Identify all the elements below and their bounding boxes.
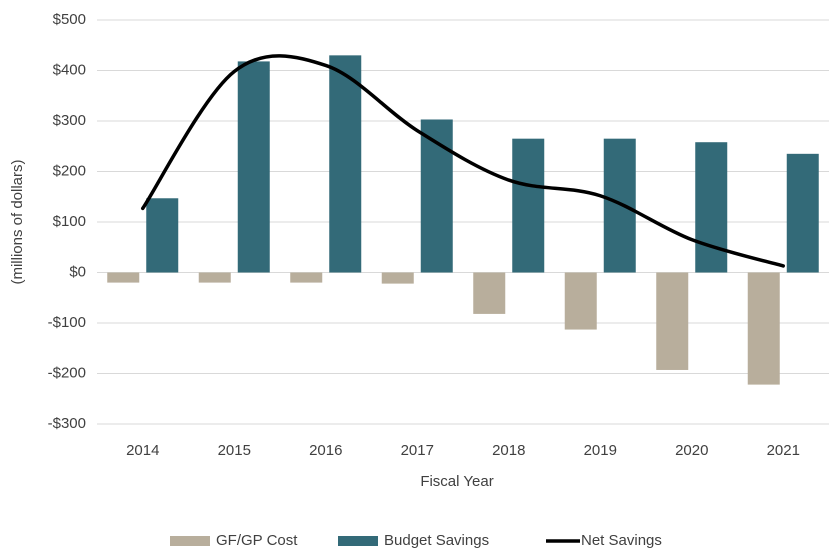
line <box>141 54 785 268</box>
y-tick-label: -$200 <box>48 364 86 381</box>
bar <box>747 272 780 385</box>
bar <box>381 272 414 284</box>
y-tick-label: $200 <box>53 162 86 179</box>
x-axis-label: Fiscal Year <box>420 473 493 490</box>
bar <box>473 272 506 314</box>
y-tick-label: $100 <box>53 213 86 230</box>
x-tick-label: 2020 <box>675 442 708 459</box>
bar <box>564 272 597 330</box>
legend-label: Net Savings <box>581 532 662 549</box>
y-tick-label: $300 <box>53 112 86 129</box>
bar <box>420 119 453 273</box>
y-tick-label: $0 <box>69 263 86 280</box>
legend-swatch <box>338 536 378 546</box>
x-tick-label: 2019 <box>584 442 617 459</box>
legend-swatch <box>170 536 210 546</box>
x-tick-label: 2014 <box>126 442 159 459</box>
y-tick-label: -$300 <box>48 415 86 432</box>
bar <box>198 272 231 283</box>
bar <box>786 153 819 273</box>
bar <box>329 55 362 273</box>
y-tick-label: $400 <box>53 61 86 78</box>
bar <box>512 138 545 273</box>
bar <box>237 61 270 273</box>
x-tick-label: 2016 <box>309 442 342 459</box>
bar <box>656 272 689 370</box>
legend-label: Budget Savings <box>384 532 489 549</box>
x-tick-label: 2015 <box>218 442 251 459</box>
bar <box>146 198 179 273</box>
bar <box>695 142 728 273</box>
y-axis-label: (millions of dollars) <box>9 159 26 284</box>
x-tick-label: 2017 <box>401 442 434 459</box>
y-tick-label: $500 <box>53 11 86 28</box>
legend-label: GF/GP Cost <box>216 532 298 549</box>
x-tick-label: 2018 <box>492 442 525 459</box>
bar <box>107 272 140 283</box>
y-tick-label: -$100 <box>48 314 86 331</box>
x-tick-label: 2021 <box>767 442 800 459</box>
bar <box>290 272 323 283</box>
